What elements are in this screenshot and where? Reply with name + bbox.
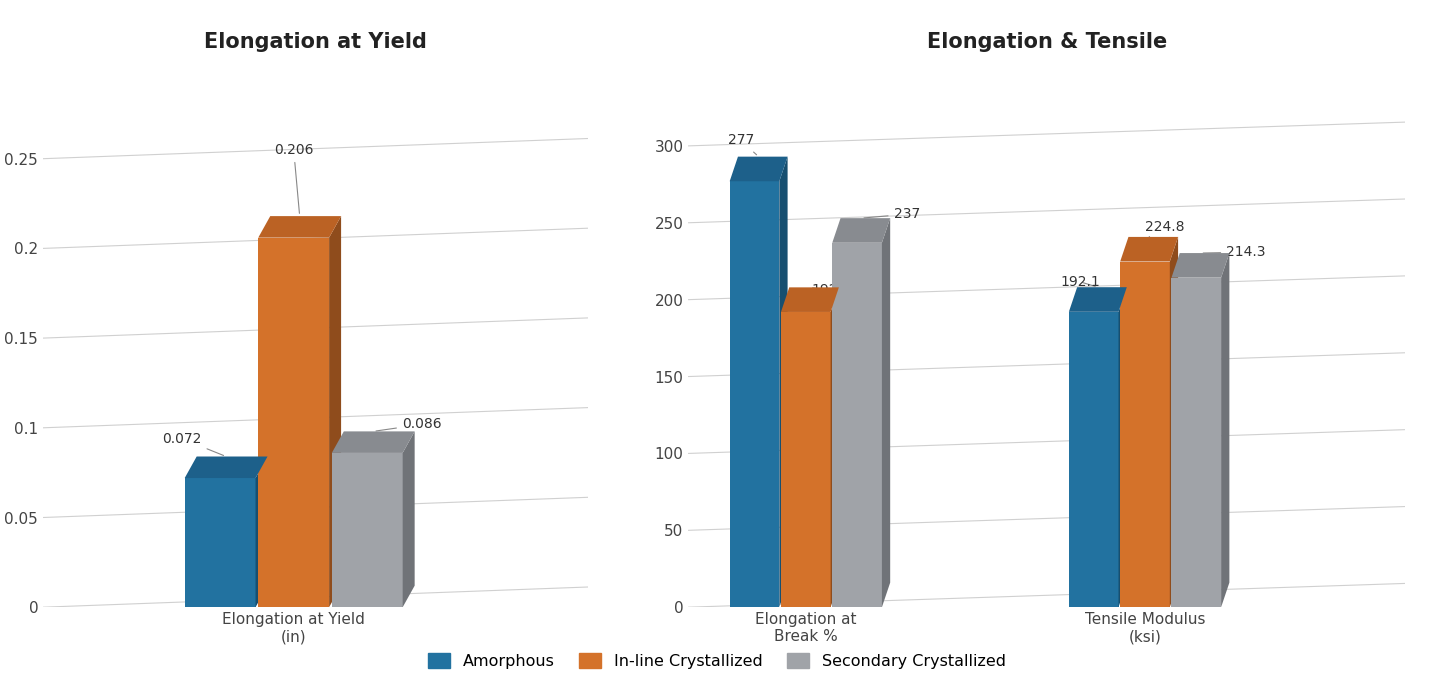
Polygon shape	[1120, 237, 1179, 262]
Polygon shape	[782, 287, 839, 312]
Text: 277: 277	[727, 133, 757, 155]
Polygon shape	[832, 218, 891, 243]
Polygon shape	[331, 453, 403, 607]
Text: 0.086: 0.086	[376, 417, 442, 431]
Polygon shape	[330, 216, 341, 607]
Polygon shape	[782, 312, 830, 607]
Text: 237: 237	[865, 207, 919, 221]
Polygon shape	[1120, 262, 1170, 607]
Polygon shape	[882, 218, 891, 607]
Polygon shape	[830, 287, 839, 607]
Polygon shape	[1172, 277, 1222, 607]
Polygon shape	[185, 457, 268, 478]
Polygon shape	[1119, 287, 1127, 607]
Text: 192: 192	[812, 283, 839, 297]
Polygon shape	[1068, 287, 1127, 312]
Polygon shape	[1068, 312, 1119, 607]
Text: 214.3: 214.3	[1203, 245, 1266, 259]
Text: 192.1: 192.1	[1060, 275, 1100, 288]
Polygon shape	[258, 237, 330, 607]
Polygon shape	[255, 457, 268, 607]
Polygon shape	[730, 157, 787, 181]
Polygon shape	[1222, 253, 1229, 607]
Polygon shape	[832, 243, 882, 607]
Polygon shape	[1170, 237, 1179, 607]
Title: Elongation & Tensile: Elongation & Tensile	[926, 32, 1167, 52]
Text: 224.8: 224.8	[1144, 220, 1184, 237]
Title: Elongation at Yield: Elongation at Yield	[204, 32, 427, 52]
Polygon shape	[258, 216, 341, 237]
Polygon shape	[403, 431, 414, 607]
Text: 0.072: 0.072	[162, 432, 224, 455]
Polygon shape	[185, 478, 255, 607]
Polygon shape	[779, 157, 787, 607]
Polygon shape	[331, 431, 414, 453]
Legend: Amorphous, In-line Crystallized, Secondary Crystallized: Amorphous, In-line Crystallized, Seconda…	[422, 647, 1012, 675]
Polygon shape	[730, 181, 779, 607]
Polygon shape	[1172, 253, 1229, 277]
Text: 0.206: 0.206	[274, 143, 314, 213]
